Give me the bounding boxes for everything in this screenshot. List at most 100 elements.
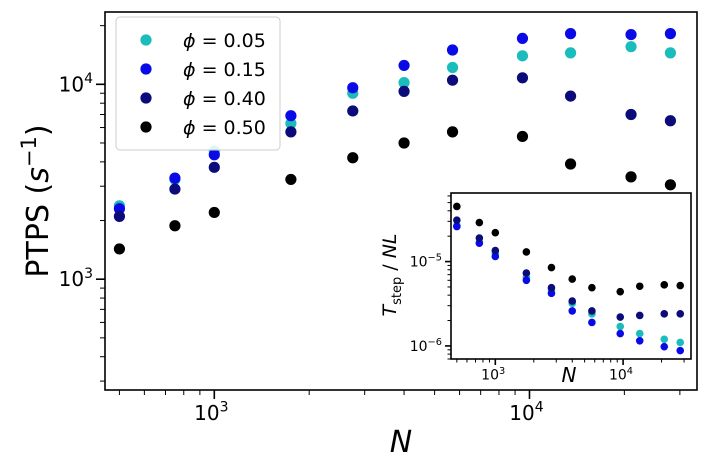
main-data-point (516, 72, 529, 84)
main-data-point (446, 44, 459, 56)
main-x-axis-label: N (390, 425, 412, 460)
legend-marker (140, 63, 152, 75)
main-series-2 (113, 72, 677, 222)
inset-x-tick-label: 103 (481, 366, 505, 384)
inset-data-point (676, 338, 685, 347)
main-data-point (625, 108, 637, 121)
main-data-point (285, 110, 297, 122)
main-series-1 (113, 28, 677, 215)
inset-data-point (547, 263, 556, 272)
inset-data-point (660, 335, 669, 344)
legend-marker (140, 92, 152, 104)
main-data-point (285, 126, 297, 138)
main-data-point (446, 74, 459, 86)
main-data-point (516, 50, 529, 62)
main-data-point (285, 117, 297, 130)
inset-data-point (635, 311, 644, 320)
legend-label: ϕ = 0.50 (183, 117, 266, 139)
main-data-point (285, 173, 297, 186)
main-data-point (446, 126, 459, 138)
inset-data-point (547, 283, 556, 292)
inset-data-point (635, 282, 644, 291)
legend-box (115, 16, 281, 151)
main-data-point (347, 82, 359, 94)
main-data-point (208, 161, 220, 173)
main-data-point (208, 149, 220, 161)
main-data-point (516, 32, 529, 45)
inset-data-point (660, 310, 669, 318)
main-data-point (208, 206, 220, 219)
legend-marker (140, 121, 152, 133)
main-data-point (113, 243, 126, 255)
inset-data-point (660, 342, 669, 351)
main-data-point (516, 130, 529, 143)
inset-plot: 103 104 10−5 10−6 N Tstep / NL (379, 192, 692, 387)
main-series-3 (113, 126, 677, 255)
main-x-tick-label: 103 (194, 400, 228, 425)
main-data-point (113, 203, 126, 215)
main-data-point (564, 90, 577, 102)
inset-data-point (568, 307, 577, 315)
inset-data-point (616, 329, 625, 338)
inset-series-3 (453, 202, 685, 296)
main-data-point (446, 61, 459, 74)
main-x-tick-label: 104 (509, 400, 543, 425)
main-data-point (347, 105, 359, 117)
main-data-point (664, 28, 677, 40)
inset-x-axis-label: N (562, 363, 577, 387)
main-data-point (398, 59, 410, 72)
inset-data-point (453, 202, 461, 211)
main-data-point (625, 28, 637, 41)
main-data-point (398, 77, 410, 89)
inset-data-point (676, 310, 685, 318)
main-data-point (398, 85, 410, 97)
legend-label: ϕ = 0.05 (183, 30, 266, 52)
inset-data-point (491, 228, 500, 237)
main-data-point (625, 41, 637, 53)
main-data-point (169, 220, 181, 232)
inset-data-point (660, 281, 669, 289)
inset-y-tick-label: 10−5 (410, 253, 442, 271)
inset-x-tick-label: 104 (609, 366, 633, 384)
main-data-point (664, 115, 677, 127)
inset-data-point (616, 287, 625, 296)
main-data-point (113, 210, 126, 222)
main-y-tick-label: 103 (59, 266, 93, 291)
inset-y-axis-label: Tstep / NL (379, 233, 405, 316)
inset-data-point (676, 346, 685, 355)
inset-series-1 (453, 222, 685, 355)
main-y-axis-label: PTPS (s−1) (17, 124, 56, 277)
inset-series-2 (453, 216, 685, 321)
main-data-point (564, 28, 577, 40)
inset-data-point (453, 216, 461, 224)
inset-data-point (588, 307, 596, 315)
inset-data-point (491, 246, 500, 255)
inset-data-point (453, 222, 461, 231)
inset-data-point (491, 252, 500, 261)
main-axes-frame (104, 11, 698, 391)
inset-data-point (475, 234, 484, 242)
inset-y-tick-label: 10−6 (410, 337, 442, 355)
inset-axes-frame (450, 192, 692, 360)
legend: ϕ = 0.05 ϕ = 0.15 ϕ = 0.40 ϕ = 0.50 (115, 16, 281, 151)
inset-data-point (616, 313, 625, 321)
inset-data-point (522, 248, 531, 256)
legend-label: ϕ = 0.40 (183, 88, 266, 110)
main-data-point (564, 158, 577, 170)
main-data-point (347, 152, 359, 164)
legend-marker (140, 34, 152, 46)
main-data-point (169, 172, 181, 184)
inset-data-point (522, 269, 531, 277)
main-data-point (564, 47, 577, 59)
inset-data-point (588, 283, 596, 292)
inset-data-point (635, 337, 644, 345)
main-data-point (169, 183, 181, 195)
inset-data-point (568, 297, 577, 305)
main-data-point (664, 179, 677, 191)
main-data-point (398, 137, 410, 149)
inset-data-point (475, 218, 484, 227)
main-data-point (664, 47, 677, 59)
inset-data-point (616, 322, 625, 331)
